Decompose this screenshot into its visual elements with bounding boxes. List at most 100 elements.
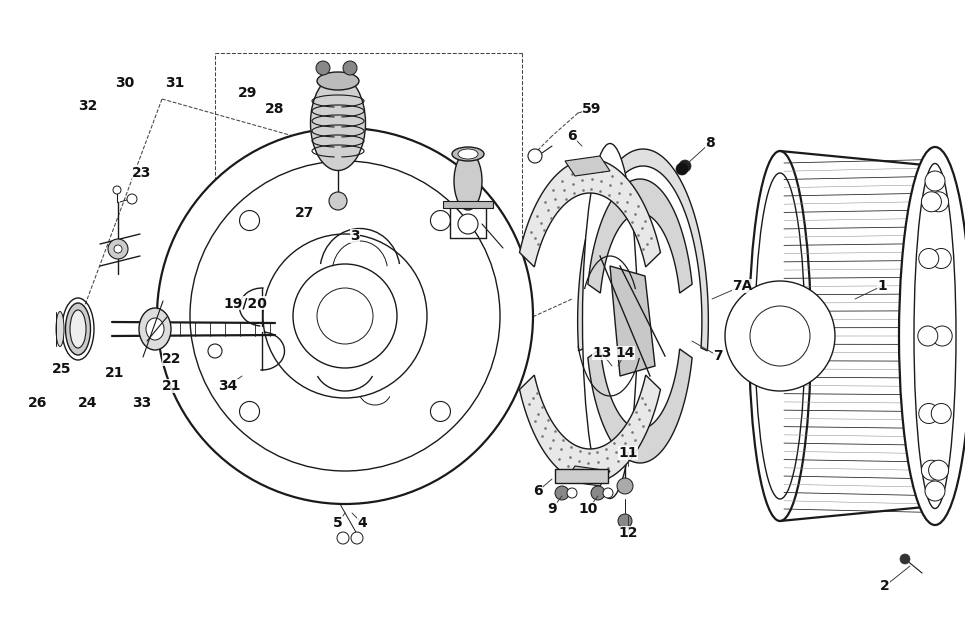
Text: 21: 21 xyxy=(162,379,181,393)
Polygon shape xyxy=(610,266,655,376)
Circle shape xyxy=(337,532,349,544)
Text: 4: 4 xyxy=(357,516,367,530)
Circle shape xyxy=(900,554,910,564)
Circle shape xyxy=(603,488,613,498)
Circle shape xyxy=(329,192,347,210)
Polygon shape xyxy=(555,469,608,483)
Circle shape xyxy=(108,239,128,259)
Text: 13: 13 xyxy=(593,346,612,360)
Circle shape xyxy=(931,249,951,269)
Text: 25: 25 xyxy=(52,362,71,376)
Circle shape xyxy=(157,128,533,504)
Circle shape xyxy=(113,186,121,194)
Circle shape xyxy=(567,488,577,498)
Circle shape xyxy=(114,245,122,253)
Circle shape xyxy=(528,149,542,163)
Circle shape xyxy=(458,214,478,234)
Text: 2: 2 xyxy=(880,579,890,593)
Text: 34: 34 xyxy=(218,379,237,393)
Polygon shape xyxy=(565,156,610,176)
Text: 21: 21 xyxy=(105,366,124,380)
Circle shape xyxy=(208,344,222,358)
Text: 29: 29 xyxy=(238,86,258,100)
Ellipse shape xyxy=(454,152,482,210)
Ellipse shape xyxy=(311,76,366,171)
Circle shape xyxy=(317,288,373,344)
Ellipse shape xyxy=(914,163,956,508)
Circle shape xyxy=(293,264,397,368)
Polygon shape xyxy=(519,375,660,483)
Text: 31: 31 xyxy=(165,76,184,90)
Circle shape xyxy=(932,326,952,346)
Ellipse shape xyxy=(66,303,91,355)
Circle shape xyxy=(918,326,938,346)
Text: 28: 28 xyxy=(265,102,285,116)
Circle shape xyxy=(263,234,427,398)
Polygon shape xyxy=(588,179,692,293)
Text: 11: 11 xyxy=(619,446,638,460)
Circle shape xyxy=(750,306,810,366)
Ellipse shape xyxy=(56,312,64,347)
Text: 1: 1 xyxy=(877,279,887,293)
Circle shape xyxy=(928,192,949,212)
Circle shape xyxy=(676,163,688,175)
Circle shape xyxy=(190,161,500,471)
Circle shape xyxy=(316,61,330,75)
Polygon shape xyxy=(588,349,692,463)
Text: 6: 6 xyxy=(567,129,577,143)
Ellipse shape xyxy=(452,147,484,161)
Text: 23: 23 xyxy=(132,166,152,180)
Text: 32: 32 xyxy=(78,99,97,113)
Text: 12: 12 xyxy=(619,526,638,540)
Text: 7A: 7A xyxy=(731,279,752,293)
Text: 8: 8 xyxy=(705,136,715,150)
Circle shape xyxy=(617,478,633,494)
Circle shape xyxy=(430,210,451,231)
Circle shape xyxy=(127,194,137,204)
Circle shape xyxy=(430,401,451,422)
Text: 26: 26 xyxy=(28,396,47,410)
Ellipse shape xyxy=(583,144,638,499)
Circle shape xyxy=(922,460,942,480)
Text: 6: 6 xyxy=(534,484,542,498)
Ellipse shape xyxy=(749,151,811,521)
Circle shape xyxy=(922,192,942,212)
Ellipse shape xyxy=(914,163,956,508)
Text: 22: 22 xyxy=(162,352,181,366)
Circle shape xyxy=(919,403,939,424)
Ellipse shape xyxy=(317,72,359,90)
Text: 9: 9 xyxy=(547,502,557,516)
Ellipse shape xyxy=(899,147,965,525)
Text: 19/20: 19/20 xyxy=(223,296,267,310)
Text: 14: 14 xyxy=(616,346,635,360)
Ellipse shape xyxy=(139,308,171,350)
Circle shape xyxy=(919,249,939,269)
Polygon shape xyxy=(443,201,493,208)
Text: 5: 5 xyxy=(333,516,343,530)
Circle shape xyxy=(931,403,951,424)
Polygon shape xyxy=(565,466,610,486)
Ellipse shape xyxy=(146,318,164,340)
Ellipse shape xyxy=(458,149,478,159)
Circle shape xyxy=(925,171,945,191)
Circle shape xyxy=(725,281,835,391)
Ellipse shape xyxy=(70,310,86,348)
Ellipse shape xyxy=(755,173,805,499)
Circle shape xyxy=(351,532,363,544)
Circle shape xyxy=(555,486,569,500)
Circle shape xyxy=(679,160,691,172)
Polygon shape xyxy=(578,149,708,351)
Circle shape xyxy=(239,401,260,422)
Circle shape xyxy=(618,514,632,528)
Circle shape xyxy=(239,210,260,231)
Text: 24: 24 xyxy=(78,396,97,410)
Text: 30: 30 xyxy=(116,76,135,90)
Polygon shape xyxy=(519,159,660,267)
Text: 7: 7 xyxy=(713,349,723,363)
Text: 10: 10 xyxy=(578,502,597,516)
Text: 3: 3 xyxy=(350,229,360,243)
Circle shape xyxy=(925,481,945,501)
Text: 33: 33 xyxy=(132,396,152,410)
Text: 59: 59 xyxy=(582,102,602,116)
Circle shape xyxy=(928,460,949,480)
